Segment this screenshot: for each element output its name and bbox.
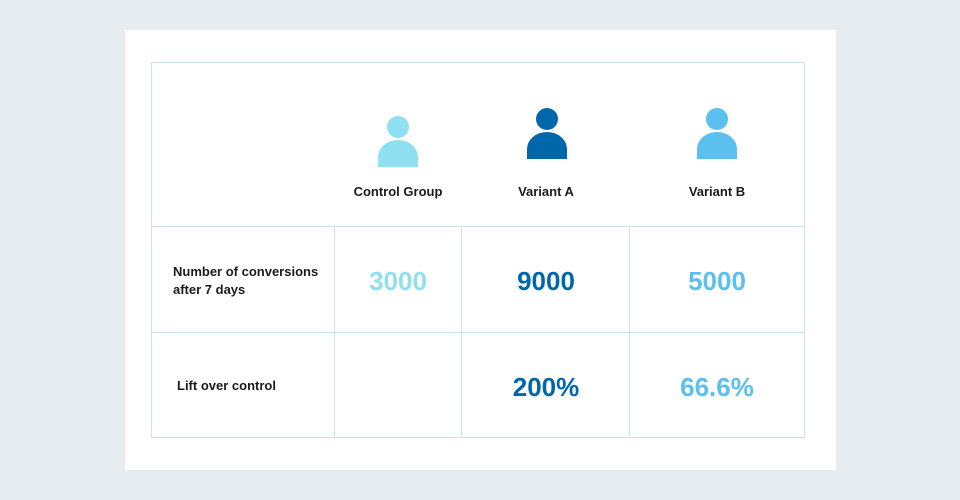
value-variant-a-conversions: 9000 xyxy=(517,266,575,296)
row-divider xyxy=(152,226,804,227)
row-divider xyxy=(152,332,804,333)
value-variant-b-conversions: 5000 xyxy=(688,266,746,296)
column-label-variant-a: Variant A xyxy=(518,184,574,199)
column-label-variant-b: Variant B xyxy=(688,184,746,199)
person-icon-variant-b xyxy=(697,108,737,159)
row-label-lift: Lift over control xyxy=(177,378,276,393)
person-icon-control xyxy=(378,116,418,167)
value-variant-a-lift: 200% xyxy=(512,372,580,402)
column-label-control: Control Group xyxy=(353,184,443,199)
comparison-table xyxy=(151,62,805,438)
value-variant-b-lift: 66.6% xyxy=(680,372,754,402)
row-label-conversions: Number of conversions after 7 days xyxy=(173,263,318,299)
row-label-line: Number of conversions xyxy=(173,264,319,279)
comparison-card xyxy=(125,30,836,470)
person-icon-variant-a xyxy=(527,108,567,159)
column-divider xyxy=(461,226,462,438)
column-divider xyxy=(334,226,335,438)
value-control-conversions: 3000 xyxy=(369,266,427,296)
column-divider xyxy=(629,226,630,438)
row-label-line: after 7 days xyxy=(173,282,246,297)
